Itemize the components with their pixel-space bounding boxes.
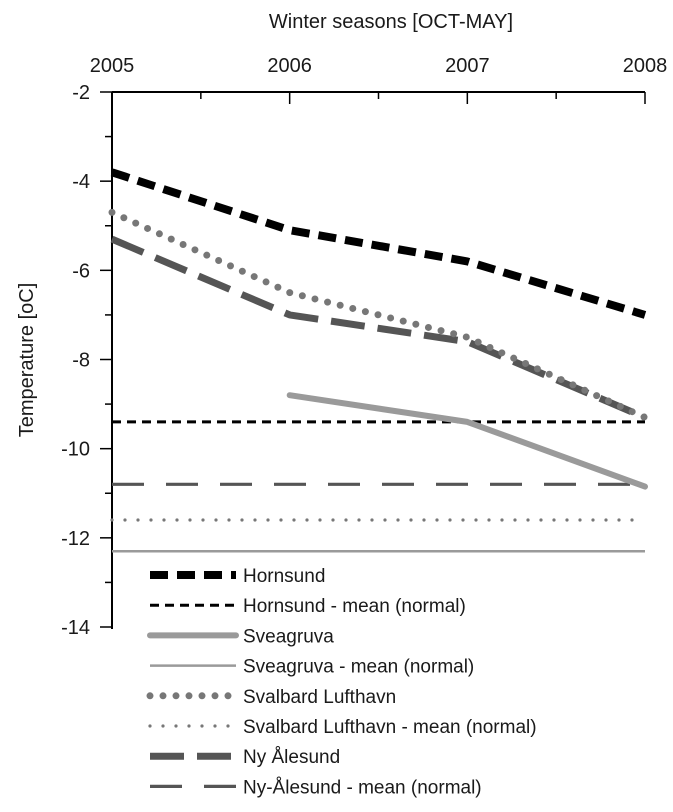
y-tick-label: -2 — [72, 82, 90, 104]
series-line-hornsund — [110, 168, 647, 319]
legend-label: Sveagruva — [243, 626, 334, 647]
y-tick-label: -12 — [61, 528, 90, 550]
legend-label: Hornsund - mean (normal) — [243, 596, 466, 617]
x-tick-label: 2005 — [90, 55, 135, 77]
y-tick-label: -14 — [61, 617, 90, 639]
x-axis-title: Winter seasons [OCT-MAY] — [269, 11, 513, 33]
series-line-ny-alesund — [110, 235, 647, 421]
series-line-sveagruva — [286, 392, 648, 490]
y-tick-label: -8 — [72, 350, 90, 372]
x-tick-label: 2006 — [267, 55, 312, 77]
legend-label: Svalbard Lufthavn - mean (normal) — [243, 717, 537, 738]
x-tick-label: 2007 — [445, 55, 490, 77]
x-tick-label: 2008 — [623, 55, 668, 77]
y-tick-label: -10 — [61, 439, 90, 461]
series-line-svalbard-lufthavn — [108, 208, 649, 421]
y-axis-title: Temperature [oC] — [16, 283, 38, 438]
y-tick-label: -6 — [72, 260, 90, 282]
axes: 2005 2006 2007 2008 -2 -4 -6 -8 -10 -12 -14 — [61, 55, 667, 639]
legend-label: Ny-Ålesund - mean (normal) — [243, 777, 482, 798]
legend-label: Sveagruva - mean (normal) — [243, 657, 474, 678]
legend-label: Ny Ålesund — [243, 747, 340, 768]
legend: Hornsund Hornsund - mean (normal) Sveagruv… — [146, 566, 537, 798]
plot-area — [108, 168, 649, 553]
legend-label: Svalbard Lufthavn — [243, 687, 396, 708]
legend-label: Hornsund — [243, 566, 325, 587]
y-tick-label: -4 — [72, 171, 90, 193]
